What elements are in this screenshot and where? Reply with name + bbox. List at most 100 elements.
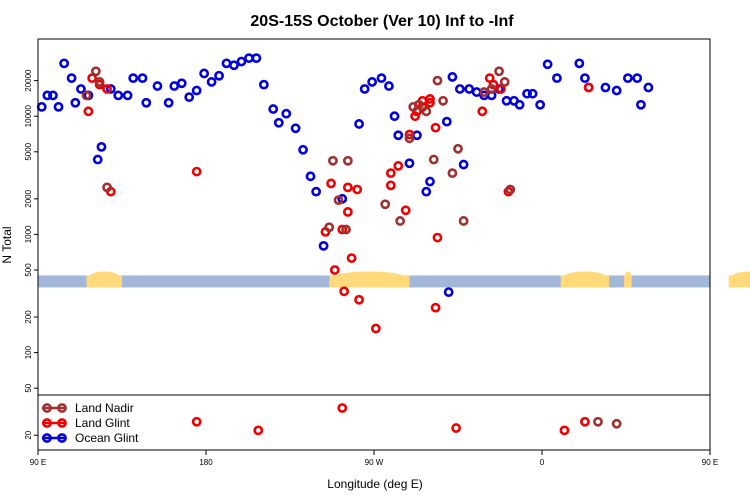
ocean-glint-point	[229, 60, 239, 71]
land-nadir-point	[458, 216, 469, 226]
y-axis-label: N Total	[0, 226, 14, 263]
ocean-glint-point	[184, 92, 195, 103]
ocean-glint-point	[92, 154, 103, 165]
ocean-glint-point	[152, 81, 163, 91]
ocean-glint-point	[632, 73, 643, 84]
ocean-glint-point	[163, 97, 174, 108]
y-tick-label: 100	[24, 345, 33, 359]
land-glint-point	[337, 403, 348, 413]
ocean-glint-point	[443, 287, 454, 298]
ocean-glint-point	[359, 84, 370, 94]
land-nadir-point	[341, 224, 351, 235]
ocean-glint-point	[425, 176, 435, 187]
land-nadir-point	[447, 168, 458, 179]
ocean-glint-point	[471, 87, 482, 97]
land-glint-point	[339, 286, 350, 297]
legend-marker-land-nadir	[42, 403, 52, 413]
land-band-bump	[624, 271, 631, 282]
ocean-glint-point	[600, 82, 611, 93]
land-glint-point	[496, 84, 506, 94]
x-tick-label: 90 W	[365, 458, 384, 467]
ocean-glint-point	[514, 99, 525, 110]
land-nadir-point	[404, 133, 415, 144]
ocean-glint-point	[236, 56, 247, 67]
land-nadir-point	[593, 416, 603, 427]
land-nadir-point	[324, 222, 335, 233]
ocean-glint-point	[376, 73, 387, 84]
ocean-glint-point	[290, 123, 301, 134]
ocean-glint-point	[393, 130, 404, 141]
land-nadir-point	[413, 99, 424, 110]
ocean-glint-point	[447, 72, 458, 82]
ocean-glint-point	[96, 141, 107, 152]
ocean-glint-point	[454, 84, 465, 94]
ocean-glint-point	[281, 108, 292, 119]
x-tick-label: 180	[199, 458, 213, 467]
ocean-glint-point	[542, 59, 553, 70]
y-tick-label: 20000	[24, 69, 33, 92]
x-tick-label: 0	[540, 458, 545, 467]
land-nadir-point	[81, 90, 92, 101]
land-glint-point	[329, 265, 340, 275]
y-tick-label: 1000	[24, 225, 33, 243]
ocean-glint-point	[384, 81, 394, 91]
ocean-glint-point	[643, 82, 654, 93]
legend-marker-ocean-glint	[42, 433, 52, 443]
land-glint-point	[477, 106, 488, 117]
land-nadir-point	[611, 418, 622, 429]
ocean-glint-point	[122, 90, 133, 101]
data-points	[36, 53, 654, 436]
land-glint-point	[354, 294, 364, 305]
ocean-glint-point	[522, 88, 532, 99]
legend-marker-land-nadir	[57, 403, 67, 413]
land-nadir-point	[494, 66, 504, 77]
legend-marker-ocean-glint	[57, 433, 67, 443]
y-tick-label: 50	[24, 383, 33, 392]
ocean-glint-point	[169, 81, 180, 91]
land-glint-point	[342, 182, 353, 193]
y-tick-label: 10000	[24, 105, 33, 128]
land-nadir-point	[499, 77, 510, 87]
land-glint-point	[430, 302, 441, 313]
x-tick-label: 90 E	[702, 458, 718, 467]
land-nadir-point	[486, 84, 497, 94]
land-nadir-point	[90, 66, 101, 77]
legend-label-land-nadir: Land Nadir	[75, 401, 134, 415]
ocean-glint-point	[441, 116, 452, 127]
ocean-glint-point	[268, 104, 279, 114]
ocean-glint-point	[535, 99, 546, 110]
ocean-glint-point	[574, 58, 585, 69]
land-nadir-point	[342, 155, 353, 166]
ocean-glint-point	[59, 58, 70, 69]
land-nadir-point	[395, 216, 406, 226]
land-nadir-point	[102, 182, 112, 193]
x-tick-label: 90 E	[30, 458, 46, 467]
land-glint-point	[404, 129, 415, 140]
ocean-glint-point	[70, 97, 81, 108]
land-glint-point	[253, 425, 264, 436]
ocean-glint-point	[552, 73, 562, 84]
land-glint-point	[385, 168, 396, 179]
land-glint-point	[425, 97, 435, 108]
legend-label-ocean-glint: Ocean Glint	[75, 431, 139, 445]
x-axis-label: Longitude (deg E)	[327, 477, 422, 491]
y-tick-label: 5000	[24, 142, 33, 160]
land-glint-point	[342, 207, 353, 217]
ocean-glint-point	[622, 73, 633, 84]
land-glint-point	[191, 416, 202, 427]
y-tick-label: 500	[24, 263, 33, 277]
ocean-glint-point	[36, 101, 47, 112]
land-glint-point	[580, 416, 590, 427]
ocean-glint-point	[305, 171, 316, 182]
ocean-glint-point	[53, 101, 64, 112]
land-glint-point	[410, 111, 420, 122]
ocean-glint-point	[458, 159, 469, 170]
ocean-glint-point	[636, 99, 646, 110]
land-band-bump	[89, 271, 120, 282]
ocean-glint-point	[244, 53, 254, 64]
land-band-bump	[732, 271, 750, 282]
land-glint-point	[559, 425, 570, 436]
land-glint-point	[102, 84, 112, 94]
ocean-glint-point	[42, 90, 53, 101]
ocean-glint-point	[464, 84, 475, 94]
